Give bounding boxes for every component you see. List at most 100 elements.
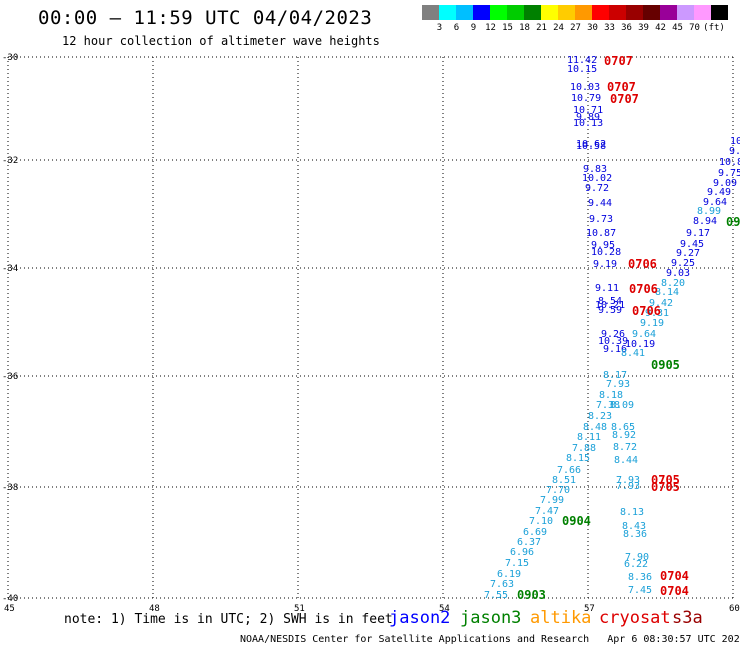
wave-height-value: 9.27 (676, 248, 701, 259)
scale-label: 27 (570, 23, 581, 33)
latitude-label: -38 (2, 483, 18, 493)
wave-height-value: 9.64 (632, 329, 657, 340)
pass-time-label: 0704 (660, 584, 689, 598)
wave-height-value: 7.66 (557, 465, 582, 476)
wave-height-value: 8.17 (603, 370, 628, 381)
wave-height-value: 10.62 (576, 139, 607, 150)
pass-time-label: 0707 (610, 92, 639, 106)
scale-swatch (473, 5, 490, 20)
wave-height-value: 9.83 (583, 164, 608, 175)
wave-height-value: 6.22 (624, 559, 649, 570)
pass-time-label: 0706 (629, 282, 658, 296)
scale-label: 70 (689, 23, 700, 33)
wave-height-value: 9.45 (680, 239, 705, 250)
scale-swatch (694, 5, 711, 20)
latitude-label: -34 (2, 264, 18, 274)
wave-height-value: 8.65 (611, 422, 636, 433)
latitude-label: -30 (2, 53, 18, 63)
wave-height-value: 10.8 (719, 157, 740, 168)
wave-height-value: 8.43 (622, 521, 647, 532)
wave-height-value: 10.02 (582, 173, 613, 184)
wave-height-value: 11.42 (567, 55, 598, 66)
scale-swatch (677, 5, 694, 20)
wave-height-value: 10.79 (571, 93, 602, 104)
timestamp: Apr 6 08:30:57 UTC 2023 (607, 634, 740, 645)
scale-swatch (422, 5, 439, 20)
scale-swatch (609, 5, 626, 20)
wave-height-value: 8.41 (621, 348, 646, 359)
wave-height-value: 8.20 (661, 278, 686, 289)
wave-height-value: 10 (730, 136, 740, 147)
longitude-label: 60 (729, 604, 740, 614)
scale-swatch (660, 5, 677, 20)
wave-height-value: 10.71 (573, 105, 604, 116)
wave-height-value: 9.73 (589, 214, 614, 225)
wave-height-value: 10.39 (598, 336, 629, 347)
wave-height-value: 9.95 (591, 240, 616, 251)
longitude-label: 51 (294, 604, 305, 614)
scale-label: 42 (655, 23, 666, 33)
scale-label: 24 (553, 23, 564, 33)
wave-height-value: 7.10 (529, 516, 554, 527)
wave-height-value: 8.18 (599, 390, 624, 401)
wave-height-value: 9.25 (671, 258, 696, 269)
wave-height-value: 6.37 (517, 537, 542, 548)
wave-height-value: 8.92 (612, 430, 637, 441)
wave-height-value: 7.55 (484, 590, 509, 601)
wave-height-value: 8.36 (628, 572, 653, 583)
scale-swatch (558, 5, 575, 20)
credit-text: NOAA/NESDIS Center for Satellite Applica… (240, 634, 590, 645)
wave-height-value: 9.09 (713, 178, 738, 189)
scale-swatch (490, 5, 507, 20)
longitude-label: 45 (4, 604, 15, 614)
scale-swatch (643, 5, 660, 20)
units-note: note: 1) Time is in UTC; 2) SWH is in fe… (64, 612, 393, 627)
pass-time-label: 0904 (562, 514, 591, 528)
scale-label: 39 (638, 23, 649, 33)
wave-height-value: 8.13 (620, 507, 645, 518)
satellite-name: cryosat (599, 608, 671, 628)
wave-height-value: 7.15 (505, 558, 530, 569)
wave-height-value: 9.26 (601, 329, 626, 340)
scale-label: 18 (519, 23, 530, 33)
pass-time-label: 0903 (517, 588, 546, 602)
scale-label: 3 (436, 23, 443, 33)
wave-height-value: 9.44 (588, 198, 613, 209)
scale-swatch (456, 5, 473, 20)
scale-label: 36 (621, 23, 632, 33)
scale-swatch (507, 5, 524, 20)
wave-height-value: 9.16 (603, 344, 628, 355)
wave-height-value: 9.31 (645, 308, 670, 319)
latitude-label: -40 (2, 594, 18, 604)
wave-height-value: 8.54 (598, 296, 623, 307)
wave-height-value: 10.87 (586, 228, 617, 239)
wave-height-value: 9.64 (703, 197, 728, 208)
pass-time-label: 0905 (651, 358, 680, 372)
wave-height-value: 9.42 (649, 298, 674, 309)
wave-height-value: 8.99 (697, 206, 722, 217)
wave-height-value: 8.09 (610, 400, 635, 411)
page-subtitle: 12 hour collection of altimeter wave hei… (62, 34, 380, 48)
scale-swatch (439, 5, 456, 20)
wave-height-value: 10.19 (625, 339, 656, 350)
wave-height-value: 10.15 (567, 64, 598, 75)
wave-height-value: 7.63 (490, 579, 515, 590)
wave-height-value: 9. (729, 146, 740, 157)
wave-height-value: 9.72 (585, 183, 610, 194)
wave-height-value: 8.14 (655, 287, 680, 298)
latitude-label: -36 (2, 372, 18, 382)
scale-label: 9 (470, 23, 477, 33)
wave-height-value: 9.75 (718, 168, 740, 179)
wave-height-value: 8.15 (566, 453, 591, 464)
scale-label: 45 (672, 23, 683, 33)
wave-height-value: 7.93 (616, 475, 641, 486)
wave-height-value: 6.69 (523, 527, 548, 538)
satellite-name: jason2 (389, 608, 451, 628)
footer-credit: NOAA/NESDIS Center for Satellite Applica… (240, 634, 740, 645)
pass-time-label: 0705 (651, 473, 680, 487)
pass-time-label: 0706 (628, 257, 657, 271)
wave-height-value: 9.17 (686, 228, 711, 239)
pass-time-label: 09 (726, 215, 740, 229)
wave-height-value: 8.36 (623, 529, 648, 540)
